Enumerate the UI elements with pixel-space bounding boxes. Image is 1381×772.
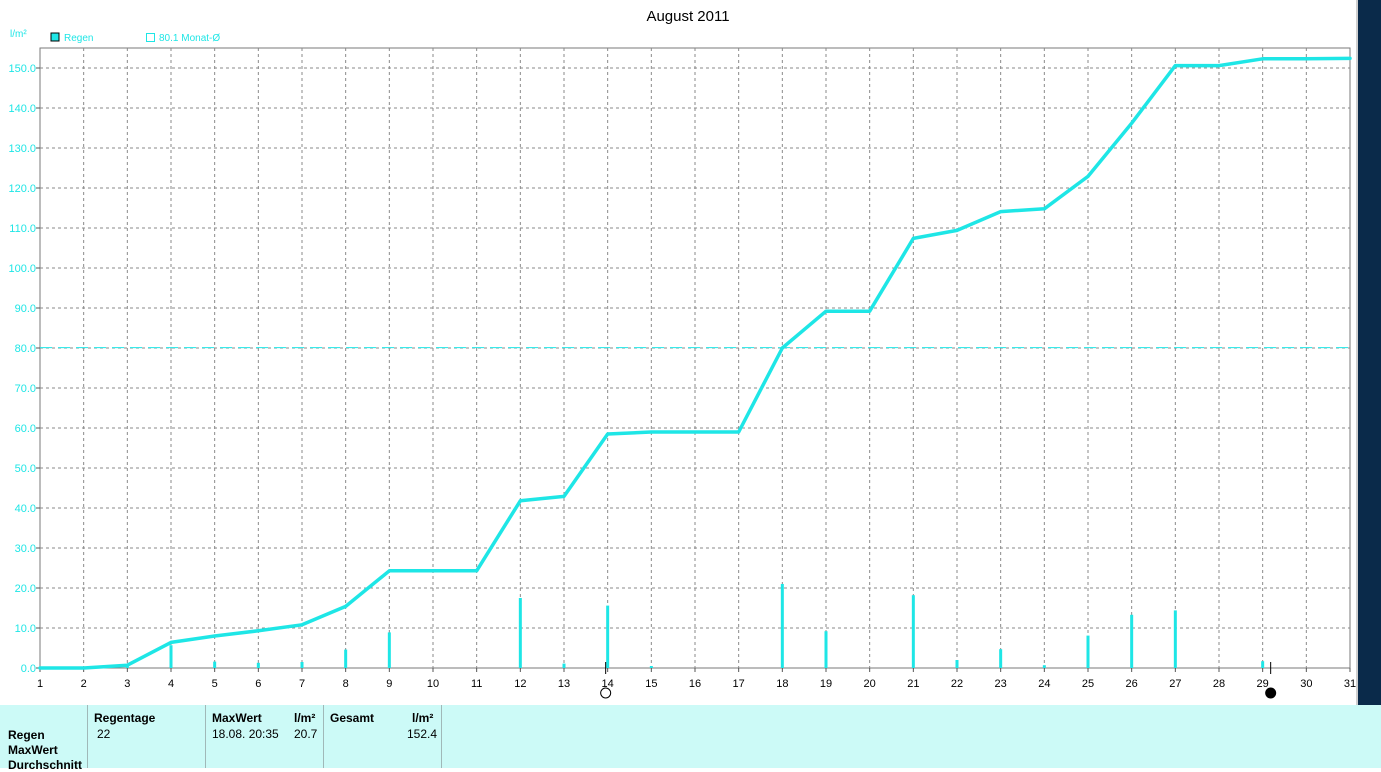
x-tick-label: 21 — [907, 678, 919, 690]
x-tick-label: 27 — [1169, 678, 1181, 690]
daily-rain-bar — [169, 645, 173, 668]
x-tick-label: 28 — [1213, 678, 1225, 690]
row-label-column: Regen MaxWert Durchschnitt — [0, 705, 88, 772]
daily-rain-bar — [780, 584, 784, 668]
x-tick-label: 2 — [81, 678, 87, 690]
daily-rain-bar — [911, 595, 915, 668]
x-tick-label: 18 — [776, 678, 788, 690]
daily-rain-bar — [999, 649, 1003, 668]
daily-rain-bar — [387, 632, 391, 668]
legend-label-regen: Regen — [64, 33, 93, 44]
x-tick-label: 19 — [820, 678, 832, 690]
x-tick-label: 26 — [1126, 678, 1138, 690]
x-tick-label: 13 — [558, 678, 570, 690]
gesamt-value: 152.4 — [407, 727, 438, 741]
window-border — [1356, 0, 1358, 705]
regentage-value: 22 — [97, 727, 111, 741]
daily-rain-bar — [213, 661, 217, 668]
x-tick-label: 1 — [37, 678, 43, 690]
daily-rain-bar — [824, 631, 828, 668]
row-label-durchschnitt: Durchschnitt — [8, 758, 83, 772]
gesamt-header: Gesamt — [330, 711, 375, 725]
x-tick-label: 10 — [427, 678, 439, 690]
row-label-maxwert: MaxWert — [8, 743, 58, 757]
x-tick-label: 16 — [689, 678, 701, 690]
daily-rain-bar — [1086, 635, 1090, 668]
x-tick-label: 9 — [386, 678, 392, 690]
daily-rain-bar — [1261, 661, 1265, 668]
y-tick-label: 130.0 — [8, 143, 36, 155]
legend-filled-square-icon — [50, 32, 60, 42]
x-tick-label: 29 — [1257, 678, 1269, 690]
legend-open-square-icon — [146, 33, 155, 42]
daily-rain-bar — [1042, 665, 1046, 668]
daily-rain-bar — [344, 649, 348, 668]
daily-rain-bar — [256, 662, 260, 668]
summary-table: Regen MaxWert Durchschnitt Regentage 22 … — [0, 705, 1381, 772]
y-tick-label: 80.0 — [15, 343, 36, 355]
y-tick-label: 30.0 — [15, 543, 36, 555]
y-tick-label: 60.0 — [15, 423, 36, 435]
regentage-column: Regentage 22 — [87, 705, 206, 768]
chart-legend: Regen 80.1 Monat-Ø — [50, 32, 220, 44]
x-tick-label: 4 — [168, 678, 174, 690]
y-tick-label: 100.0 — [8, 263, 36, 275]
y-tick-label: 0.0 — [21, 663, 36, 675]
cumulative-rain-line — [38, 56, 1352, 670]
new-moon-icon — [1265, 687, 1277, 699]
y-axis-unit-label: l/m² — [10, 29, 27, 40]
x-tick-label: 5 — [212, 678, 218, 690]
full-moon-icon — [600, 687, 612, 699]
x-tick-label: 7 — [299, 678, 305, 690]
x-tick-label: 20 — [864, 678, 876, 690]
y-tick-label: 10.0 — [15, 623, 36, 635]
daily-rain-bar — [1130, 614, 1134, 668]
chart-title: August 2011 — [646, 8, 729, 25]
y-tick-label: 110.0 — [9, 223, 36, 235]
daily-rain-bar — [606, 605, 610, 668]
maxwert-time: 18.08. 20:35 — [212, 727, 279, 741]
x-tick-label: 15 — [645, 678, 657, 690]
x-tick-label: 31 — [1344, 678, 1356, 690]
daily-rain-bar — [649, 666, 653, 668]
y-tick-label: 50.0 — [15, 463, 36, 475]
legend-label-monat: 80.1 Monat-Ø — [159, 33, 220, 44]
daily-rain-bar — [562, 663, 566, 668]
daily-rain-bar — [1173, 610, 1177, 668]
x-tick-label: 25 — [1082, 678, 1094, 690]
maxwert-unit: l/m² — [294, 711, 316, 725]
maxwert-column: MaxWert l/m² 18.08. 20:35 20.7 — [205, 705, 324, 768]
y-tick-label: 40.0 — [15, 503, 36, 515]
x-tick-label: 8 — [343, 678, 349, 690]
maxwert-value: 20.7 — [294, 727, 318, 741]
x-tick-label: 23 — [995, 678, 1007, 690]
daily-rain-bar — [300, 662, 304, 668]
x-tick-label: 14 — [602, 678, 614, 690]
y-tick-label: 70.0 — [15, 383, 36, 395]
x-tick-label: 11 — [471, 678, 482, 690]
gesamt-column: Gesamt l/m² 152.4 — [323, 705, 442, 768]
x-tick-label: 3 — [124, 678, 130, 690]
daily-rain-bar — [518, 598, 522, 668]
y-tick-label: 90.0 — [15, 303, 36, 315]
regentage-header: Regentage — [94, 711, 156, 725]
x-tick-label: 30 — [1300, 678, 1312, 690]
y-tick-label: 150.0 — [8, 63, 36, 75]
x-tick-label: 24 — [1038, 678, 1050, 690]
maxwert-header: MaxWert — [212, 711, 262, 725]
x-tick-label: 12 — [514, 678, 526, 690]
gesamt-unit: l/m² — [412, 711, 434, 725]
x-tick-label: 22 — [951, 678, 963, 690]
y-tick-label: 120.0 — [8, 183, 36, 195]
desktop-edge — [1356, 0, 1381, 705]
x-tick-label: 6 — [255, 678, 261, 690]
x-tick-label: 17 — [733, 678, 745, 690]
y-tick-label: 140.0 — [8, 103, 36, 115]
row-label-regen: Regen — [8, 728, 45, 742]
y-tick-label: 20.0 — [15, 583, 36, 595]
daily-rain-bar — [955, 660, 959, 668]
